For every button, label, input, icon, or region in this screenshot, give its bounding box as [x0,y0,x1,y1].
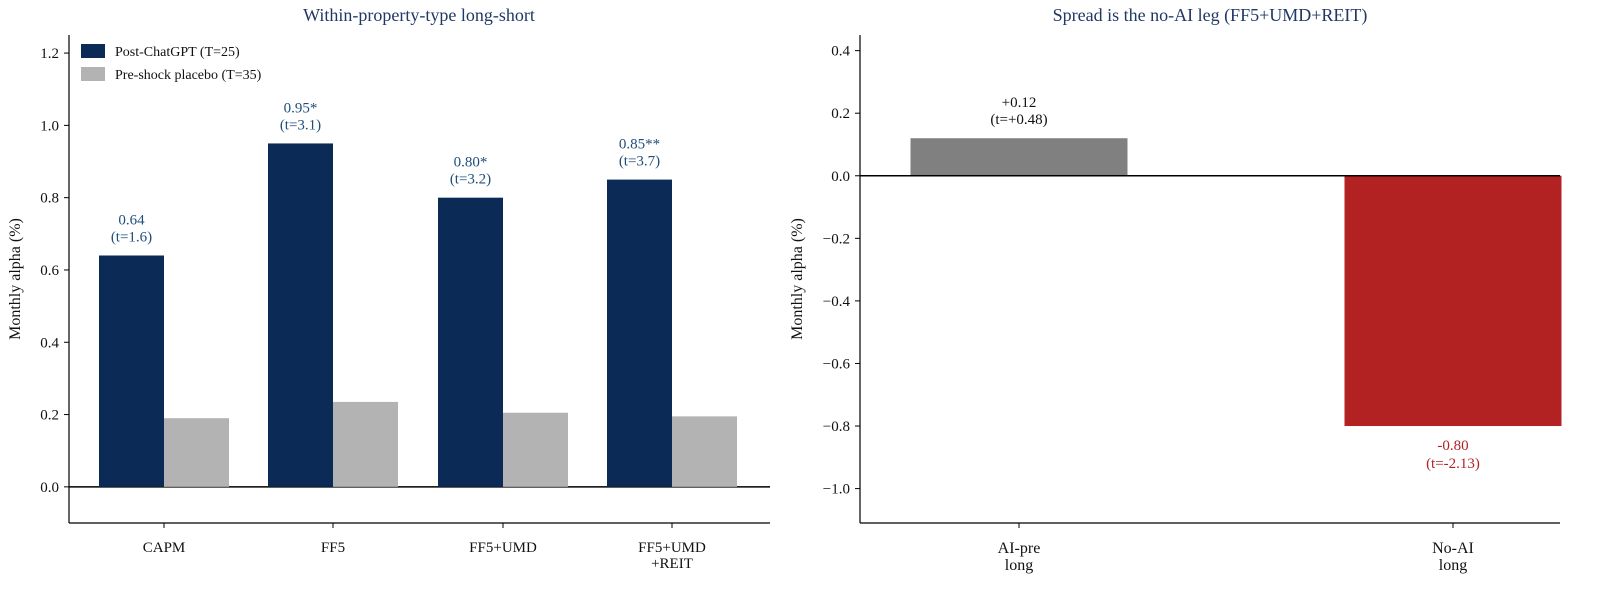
y-tick-label: −0.2 [823,231,850,247]
bar-value-label: 0.64 [118,213,145,229]
bar-tstat-label: (t=3.1) [280,117,321,133]
bar-tstat-label: (t=3.2) [450,172,491,188]
y-tick-label: 0.2 [40,408,59,424]
bar-post-chatgpt [438,197,503,487]
y-tick-label: 0.4 [831,44,850,60]
bar-tstat-label: (t=1.6) [111,230,152,246]
chart-right: Spread is the no-AI leg (FF5+UMD+REIT) −1… [789,5,1562,574]
bar-tstat-label: (t=-2.13) [1426,456,1480,472]
y-tick-label: 0.0 [831,169,850,185]
y-tick-label: 1.0 [40,118,59,134]
legend-label: Post-ChatGPT (T=25) [115,45,240,60]
x-tick-label: AI-pre [998,540,1041,557]
y-axis-label: Monthly alpha (%) [789,218,806,340]
x-tick-label: FF5 [321,540,345,556]
y-tick-label: −0.4 [823,294,851,310]
bar-tstat-label: (t=+0.48) [990,112,1047,128]
bar-no-ai-long [1344,175,1562,427]
bar-post-chatgpt [268,143,333,487]
x-tick-label: long [1005,557,1033,574]
chart-title: Spread is the no-AI leg (FF5+UMD+REIT) [1053,5,1368,26]
bar-pre-shock-placebo [672,416,737,487]
bar-post-chatgpt [607,179,672,487]
legend-label: Pre-shock placebo (T=35) [115,68,262,83]
x-tick-label: FF5+UMD [638,540,706,556]
bar-value-label: -0.80 [1437,438,1468,454]
y-tick-label: −0.6 [823,356,851,372]
x-tick-label: No-AI [1432,540,1474,557]
chart-title: Within-property-type long-short [303,5,535,25]
bar-ai-pre-long [910,138,1128,176]
y-tick-label: 0.6 [40,263,59,279]
legend-swatch [81,67,105,81]
y-tick-label: 0.2 [831,106,850,122]
bar-post-chatgpt [99,255,164,487]
x-tick-label: CAPM [143,540,186,556]
bar-tstat-label: (t=3.7) [619,154,660,170]
y-tick-label: 0.4 [40,335,59,351]
chart-left: Within-property-type long-short 0.0 0.2 0.4… [7,5,770,572]
x-tick-label: +REIT [651,556,693,572]
bar-value-label: 0.95* [284,100,318,116]
x-tick-label: long [1439,557,1467,574]
y-tick-label: −0.8 [823,419,850,435]
x-tick-label: FF5+UMD [469,540,537,556]
y-tick-label: 0.8 [40,191,59,207]
bar-pre-shock-placebo [333,401,398,487]
y-tick-label: 0.0 [40,480,59,496]
y-tick-label: −1.0 [823,482,850,498]
y-tick-label: 1.2 [40,46,59,62]
bar-pre-shock-placebo [503,412,568,487]
legend-swatch [81,44,105,58]
bar-value-label: 0.80* [454,155,488,171]
y-axis-label: Monthly alpha (%) [7,218,24,340]
bar-value-label: +0.12 [1002,95,1037,111]
bar-value-label: 0.85** [619,137,660,153]
bar-pre-shock-placebo [164,418,229,487]
